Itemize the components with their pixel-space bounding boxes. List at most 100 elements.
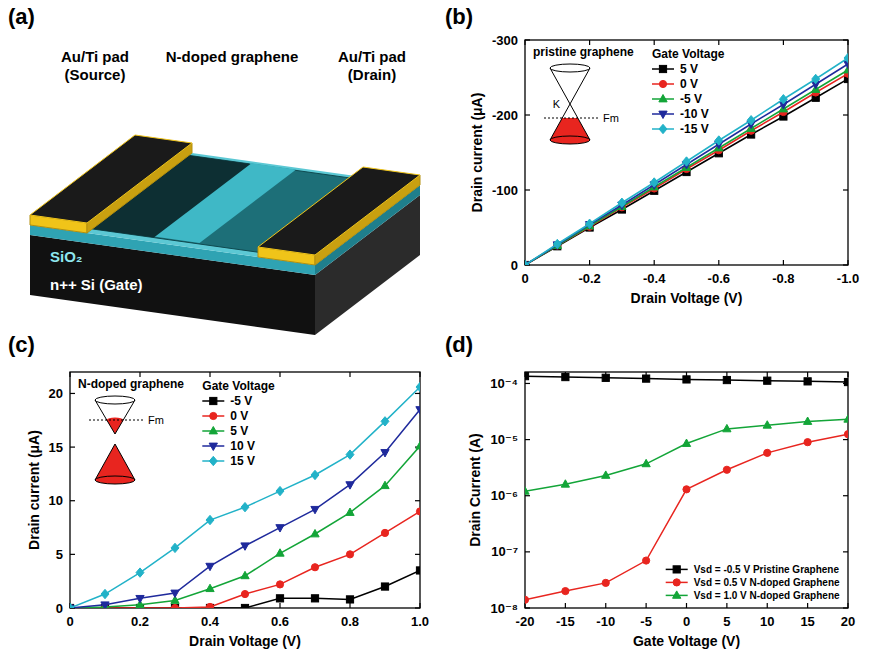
x-tick [847,40,848,45]
legend-label: -10 V [680,107,709,121]
data-point [763,421,771,428]
y-tick [525,383,530,384]
legend-marker [209,456,217,465]
y-tick [70,500,75,501]
x-axis-title: Drain Voltage (V) [631,290,743,306]
data-point [311,595,318,602]
oxide-label: SiO₂ [50,248,83,265]
y-tick [843,114,848,115]
y-axis-title: Drain current (μA) [26,430,42,550]
data-point [416,442,420,449]
y-tick-label: 5 [56,547,63,562]
y-tick-label: -200 [492,108,518,123]
y-tick-label: 0 [511,258,518,273]
x-tick [726,603,727,608]
data-point [723,466,730,473]
legend-label: 0 V [230,409,248,423]
x-tick [279,372,280,377]
data-point [381,529,388,536]
data-point [844,431,848,438]
panel-letter: (b) [445,4,473,29]
y-tick [415,554,420,555]
y-tick [70,393,75,394]
x-tick [718,40,719,45]
y-tick-label: -300 [492,33,518,48]
data-point [683,486,690,493]
data-point [101,602,109,608]
data-point [525,487,529,494]
chart-panel: (c)00.20.40.60.81.005101520Drain Voltage… [8,332,429,649]
data-point [171,604,178,608]
legend-title: Gate Voltage [652,47,725,61]
gate-label: n++ Si (Gate) [50,276,143,293]
data-point [764,377,771,384]
data-point [171,543,179,552]
y-tick [525,439,530,440]
x-tick [767,372,768,377]
cone-rim [95,476,135,484]
cone-edge [550,68,590,140]
y-tick [843,607,848,608]
series-line [525,434,848,600]
y-tick [415,607,420,608]
data-point [381,417,389,426]
series-line [525,58,848,265]
drain-label: Au/Ti pad [338,48,406,65]
legend-label: 5 V [230,424,248,438]
x-tick-label: 15 [800,614,814,629]
x-tick-label: 1.0 [411,614,429,629]
y-tick-label: 10⁻⁸ [491,601,518,616]
x-tick-label: -15 [556,614,575,629]
data-point [171,590,179,597]
x-tick-label: -0.2 [578,271,600,286]
data-point [346,551,353,558]
source-top [30,135,192,223]
x-tick [767,603,768,608]
legend-label: 15 V [230,454,255,468]
y-tick [525,189,530,190]
y-tick [525,495,530,496]
cone-rim [550,64,590,72]
annotation: Fm [148,414,164,426]
x-tick-label: 10 [760,614,774,629]
data-point [241,590,248,597]
legend-marker [210,412,217,419]
chart-panel: (d)-20-15-10-50510152010⁻⁸10⁻⁷10⁻⁶10⁻⁵10… [445,332,855,649]
legend-marker [659,95,667,102]
data-point [747,116,755,125]
data-point [804,439,811,446]
x-tick-label: -0.6 [708,271,730,286]
data-point [602,579,609,586]
cone-rim [550,136,590,144]
band-inset: pristine grapheneKFm [533,45,634,144]
legend-label: -5 V [230,394,252,408]
data-point [764,449,771,456]
series-line [525,79,848,265]
data-point [346,508,354,515]
x-tick [605,603,606,608]
data-point [241,604,248,608]
x-axis-title: Gate Voltage (V) [633,633,740,649]
data-point [311,564,318,571]
x-tick [654,260,655,265]
source-label: (Source) [65,66,126,83]
legend: Gate Voltage-5 V0 V5 V10 V15 V [202,379,275,468]
data-point [276,581,283,588]
y-tick-label: 20 [49,386,63,401]
data-point [804,378,811,385]
legend-title: Gate Voltage [202,379,275,393]
data-point [586,219,594,228]
data-point [416,508,420,515]
panel-letter: (d) [445,332,473,357]
annotation: Fm [603,112,619,124]
data-point [241,502,249,511]
data-point [381,481,389,488]
x-tick-label: -10 [596,614,615,629]
x-tick-label: 0 [521,271,528,286]
series-line [70,570,420,608]
x-tick [349,603,350,608]
data-point [643,375,650,382]
y-tick-label: 0 [56,601,63,616]
data-point [416,407,420,414]
legend-marker [659,124,667,133]
